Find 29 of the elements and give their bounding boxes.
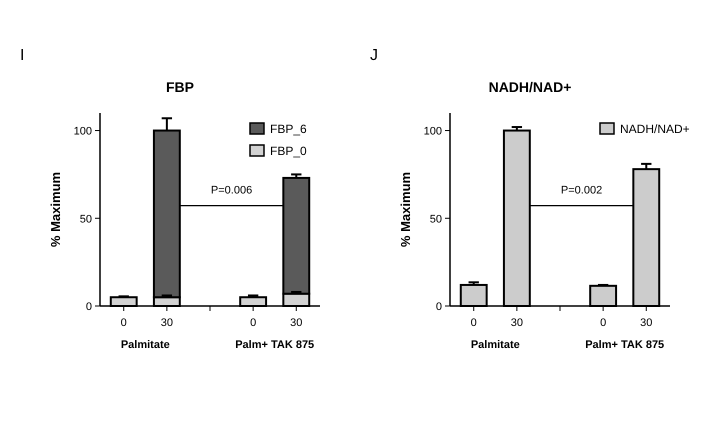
legend-label: FBP_0 — [270, 144, 308, 158]
x-tick-label: 0 — [120, 317, 127, 329]
text: Palmitate — [470, 339, 520, 351]
y-tick-label: 50 — [80, 213, 92, 226]
y-tick-label: 100 — [74, 126, 92, 138]
text: Palm+ TAK 875 — [585, 339, 664, 351]
x-tick-label: 30 — [640, 317, 652, 329]
y-axis-title: % Maximum — [398, 172, 413, 248]
x-tick-label: 30 — [290, 317, 302, 329]
annotation: P=0.002 — [560, 184, 602, 197]
legend-label: FBP_6 — [270, 122, 308, 136]
y-tick-label: 100 — [424, 126, 442, 138]
text: I — [20, 47, 24, 64]
x-tick-label: 0 — [600, 317, 606, 329]
x-tick-label: 30 — [510, 317, 523, 329]
y-axis-title: % Maximum — [48, 172, 63, 248]
chart-title: NADH/NAD+ — [488, 79, 572, 95]
y-tick-label: 50 — [430, 213, 442, 226]
text: Palm+ TAK 875 — [235, 339, 314, 351]
text: Palmitate — [120, 339, 170, 351]
text: J — [370, 47, 378, 64]
chart-title: FBP — [166, 79, 194, 95]
annotation: P=0.006 — [210, 184, 252, 197]
legend-label: NADH/NAD+ — [620, 122, 690, 136]
y-tick-label: 0 — [86, 301, 92, 313]
x-tick-label: 30 — [160, 317, 173, 329]
x-tick-label: 0 — [470, 317, 477, 329]
y-tick-label: 0 — [436, 301, 442, 313]
x-tick-label: 0 — [250, 317, 256, 329]
